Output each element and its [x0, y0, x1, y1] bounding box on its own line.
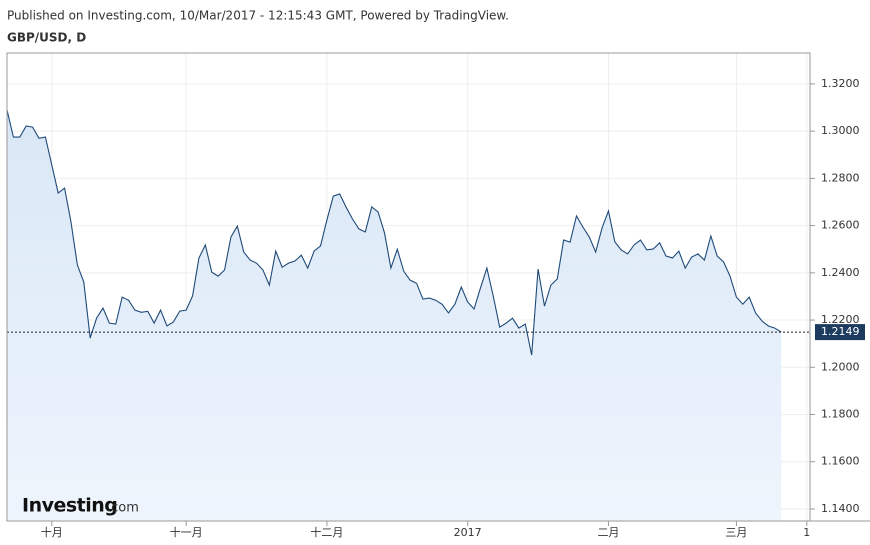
y-tick-label: 1.1400: [821, 502, 860, 515]
last-price-box: [815, 324, 865, 341]
y-tick-label: 1.3200: [821, 77, 860, 90]
chart-title: GBP/USD, D: [7, 31, 86, 45]
watermark-suffix: .com: [107, 501, 139, 516]
y-tick-label: 1.1600: [821, 455, 860, 468]
watermark-brand: Investing: [22, 495, 117, 517]
x-tick-label: 2017: [454, 526, 482, 539]
y-tick-label: 1.2400: [821, 266, 860, 279]
subtitle: Published on Investing.com, 10/Mar/2017 …: [7, 9, 509, 23]
line: [6, 109, 782, 356]
y-tick-label: 1.1800: [821, 408, 860, 421]
x-tick-label: 十月: [41, 525, 63, 539]
y-tick-label: 1.2800: [821, 171, 860, 184]
y-tick-label: 1.2000: [821, 360, 860, 373]
area: [7, 109, 782, 521]
y-tick-label: 1.3000: [821, 124, 860, 137]
x-tick-label: 十一月: [170, 525, 203, 539]
x-tick-label: 十二月: [310, 525, 343, 539]
x-tick-label: 1: [803, 526, 810, 539]
last-price-label: 1.2149: [821, 325, 860, 338]
y-tick-label: 1.2200: [821, 313, 860, 326]
y-tick-label: 1.2600: [821, 219, 860, 232]
x-tick-label: 三月: [725, 526, 747, 539]
x-tick-label: 二月: [597, 526, 619, 539]
